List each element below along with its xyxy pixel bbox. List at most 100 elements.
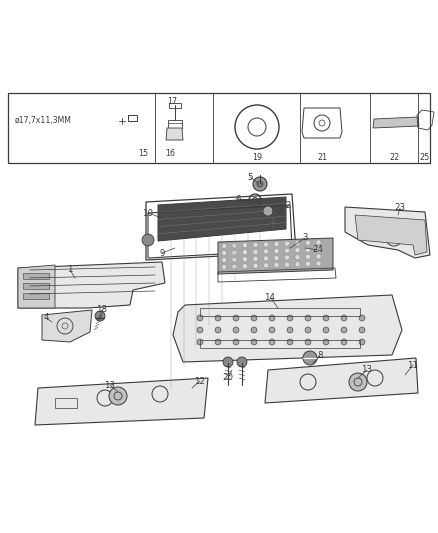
Text: 17: 17 xyxy=(167,97,177,106)
Circle shape xyxy=(253,249,258,254)
Circle shape xyxy=(243,264,247,269)
Circle shape xyxy=(243,257,247,262)
Polygon shape xyxy=(218,238,333,274)
Bar xyxy=(23,273,49,279)
Circle shape xyxy=(263,206,273,216)
Bar xyxy=(23,283,49,289)
Circle shape xyxy=(274,255,279,261)
Text: 18: 18 xyxy=(96,305,107,314)
Circle shape xyxy=(253,256,258,261)
Circle shape xyxy=(222,264,226,270)
Circle shape xyxy=(232,250,237,255)
Text: 7: 7 xyxy=(277,206,283,214)
Text: 13: 13 xyxy=(361,366,372,375)
Circle shape xyxy=(316,247,321,252)
Circle shape xyxy=(305,240,311,245)
Bar xyxy=(128,115,137,121)
Circle shape xyxy=(359,315,365,321)
Circle shape xyxy=(274,241,279,246)
Circle shape xyxy=(264,242,268,247)
Circle shape xyxy=(197,339,203,345)
Circle shape xyxy=(253,263,258,268)
Circle shape xyxy=(359,327,365,333)
Text: ø17,7x11,3MM: ø17,7x11,3MM xyxy=(15,116,72,125)
Circle shape xyxy=(197,327,203,333)
Circle shape xyxy=(295,248,300,253)
Circle shape xyxy=(305,254,311,259)
Text: 21: 21 xyxy=(317,154,327,163)
Circle shape xyxy=(305,247,311,252)
Text: 19: 19 xyxy=(252,154,262,163)
Circle shape xyxy=(269,327,275,333)
Circle shape xyxy=(215,327,221,333)
Circle shape xyxy=(264,256,268,261)
Text: 22: 22 xyxy=(390,154,400,163)
Circle shape xyxy=(257,181,263,187)
Circle shape xyxy=(232,243,237,248)
Circle shape xyxy=(323,327,329,333)
Circle shape xyxy=(295,262,300,266)
Text: 4: 4 xyxy=(43,313,49,322)
Circle shape xyxy=(341,339,347,345)
Bar xyxy=(55,398,77,408)
Circle shape xyxy=(359,339,365,345)
Circle shape xyxy=(232,264,237,269)
Polygon shape xyxy=(42,310,92,342)
Text: 20: 20 xyxy=(223,374,233,383)
Circle shape xyxy=(109,387,127,405)
Circle shape xyxy=(222,251,226,255)
Circle shape xyxy=(305,339,311,345)
Circle shape xyxy=(316,254,321,259)
Circle shape xyxy=(305,261,311,266)
Polygon shape xyxy=(355,215,427,255)
Circle shape xyxy=(232,257,237,262)
Polygon shape xyxy=(35,378,208,425)
Circle shape xyxy=(285,262,290,267)
Circle shape xyxy=(95,311,105,321)
Text: 2: 2 xyxy=(285,201,291,211)
Text: 14: 14 xyxy=(265,293,276,302)
Circle shape xyxy=(264,263,268,268)
Circle shape xyxy=(285,248,290,253)
Text: 3: 3 xyxy=(302,233,308,243)
Text: 13: 13 xyxy=(105,381,116,390)
Bar xyxy=(8,93,430,163)
Circle shape xyxy=(303,351,317,365)
Circle shape xyxy=(251,315,257,321)
Polygon shape xyxy=(166,128,183,140)
Text: 5: 5 xyxy=(247,173,253,182)
Polygon shape xyxy=(158,197,286,241)
Text: 8: 8 xyxy=(317,351,323,360)
Circle shape xyxy=(215,315,221,321)
Circle shape xyxy=(349,373,367,391)
Polygon shape xyxy=(18,265,55,308)
Circle shape xyxy=(323,315,329,321)
Circle shape xyxy=(287,315,293,321)
Circle shape xyxy=(222,257,226,262)
Circle shape xyxy=(142,234,154,246)
Bar xyxy=(200,340,360,348)
Text: 11: 11 xyxy=(407,360,418,369)
Text: 24: 24 xyxy=(312,246,324,254)
Circle shape xyxy=(253,177,267,191)
Bar xyxy=(169,103,181,108)
Circle shape xyxy=(287,339,293,345)
Polygon shape xyxy=(18,262,165,308)
Text: 23: 23 xyxy=(395,204,406,213)
Bar xyxy=(168,120,182,128)
Circle shape xyxy=(222,244,226,248)
Text: 6: 6 xyxy=(235,195,241,204)
Circle shape xyxy=(316,240,321,245)
Circle shape xyxy=(269,315,275,321)
Polygon shape xyxy=(345,207,430,258)
Circle shape xyxy=(285,255,290,260)
Circle shape xyxy=(341,315,347,321)
Circle shape xyxy=(323,339,329,345)
Text: 1: 1 xyxy=(67,265,73,274)
Circle shape xyxy=(305,315,311,321)
Circle shape xyxy=(287,327,293,333)
Circle shape xyxy=(223,357,233,367)
Circle shape xyxy=(251,339,257,345)
Polygon shape xyxy=(265,358,418,403)
Circle shape xyxy=(316,261,321,266)
